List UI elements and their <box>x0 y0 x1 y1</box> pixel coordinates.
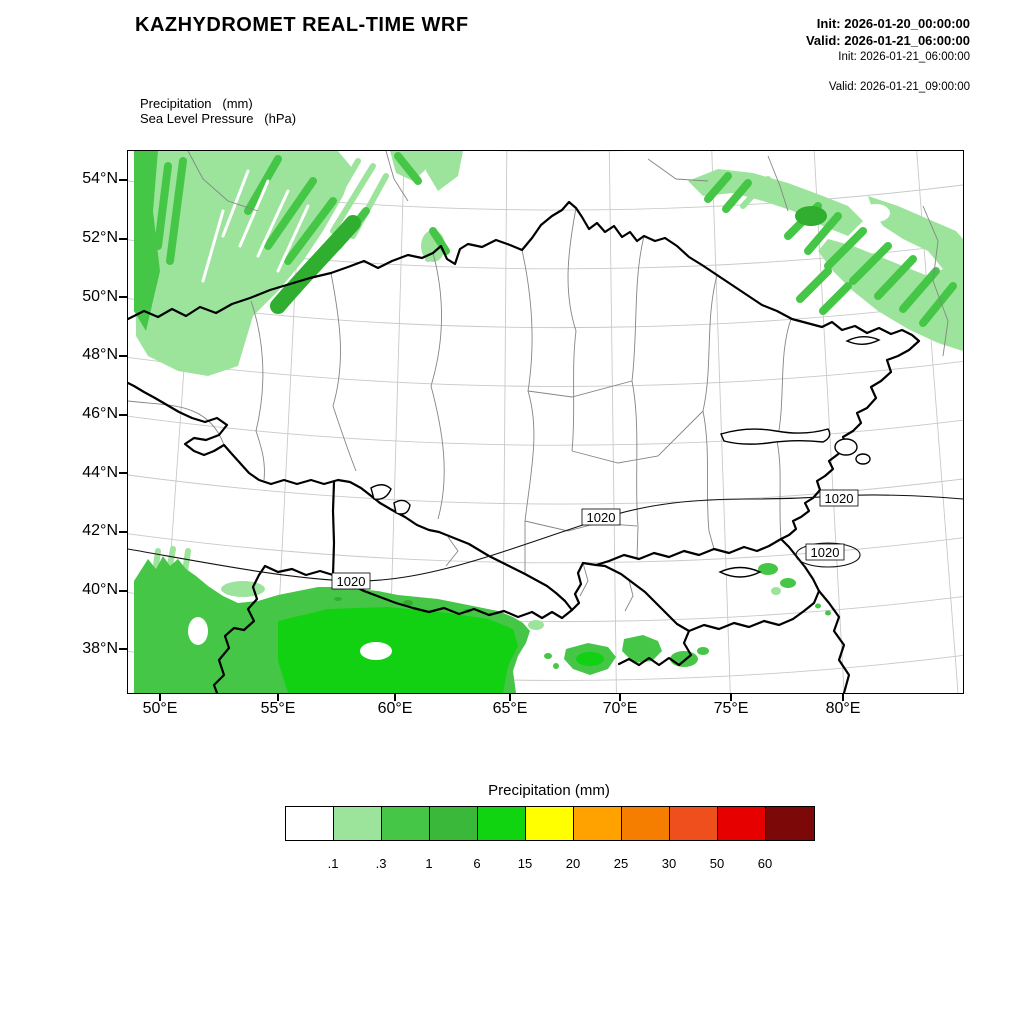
svg-text:1020: 1020 <box>825 491 854 506</box>
legend-tick: 60 <box>757 856 773 871</box>
axis-tick <box>730 693 732 701</box>
legend-colorbar <box>285 806 815 841</box>
legend-swatch <box>478 807 526 840</box>
uzbek-turkmen-diagonal <box>331 573 574 620</box>
legend-swatch <box>622 807 670 840</box>
axis-tick <box>119 590 127 592</box>
lon-label: 70°E <box>602 700 638 717</box>
page-title: KAZHYDROMET REAL-TIME WRF <box>135 14 469 36</box>
isobars <box>127 494 964 582</box>
axis-tick <box>119 355 127 357</box>
axis-tick <box>119 414 127 416</box>
axis-tick <box>119 238 127 240</box>
init-time-small-label: Init: 2026-01-21_06:00:00 <box>838 51 970 63</box>
legend-tick: 30 <box>661 856 677 871</box>
legend-title: Precipitation (mm) <box>488 782 610 799</box>
lat-label: 48°N <box>82 346 118 363</box>
legend-swatch <box>766 807 814 840</box>
uzbek-turkmen-border <box>212 480 336 695</box>
init-time-label: Init: 2026-01-20_00:00:00 <box>816 16 970 31</box>
isobar-label: 1020 <box>819 489 859 507</box>
valid-time-label: Valid: 2026-01-21_06:00:00 <box>805 33 970 48</box>
lat-label: 46°N <box>82 405 118 422</box>
lat-label: 54°N <box>82 170 118 187</box>
axis-tick <box>842 693 844 701</box>
precip-medium-streaks <box>154 152 957 327</box>
field-precipitation-label: Precipitation (mm) <box>140 96 253 111</box>
lat-label: 52°N <box>82 229 118 246</box>
lat-label: 40°N <box>82 581 118 598</box>
isobar-labels: 1020 1020 1020 1020 <box>331 489 859 590</box>
legend-tick: 15 <box>517 856 533 871</box>
precip-dark-areas <box>270 206 827 613</box>
legend-swatch <box>430 807 478 840</box>
axis-tick <box>277 693 279 701</box>
legend-swatch <box>526 807 574 840</box>
lat-label: 42°N <box>82 522 118 539</box>
lon-label: 50°E <box>142 700 178 717</box>
lon-label: 60°E <box>377 700 413 717</box>
lon-label: 80°E <box>825 700 861 717</box>
lon-label: 65°E <box>492 700 528 717</box>
axis-tick <box>119 531 127 533</box>
precip-bright-areas <box>278 607 604 693</box>
axis-tick <box>119 179 127 181</box>
axis-tick <box>619 693 621 701</box>
axis-tick <box>119 648 127 650</box>
axis-tick <box>119 296 127 298</box>
legend-swatch <box>334 807 382 840</box>
isobar-label: 1020 <box>805 543 845 561</box>
svg-text:1020: 1020 <box>587 510 616 525</box>
axis-tick <box>119 472 127 474</box>
legend-tick: .3 <box>375 856 387 871</box>
lon-label: 75°E <box>713 700 749 717</box>
lake-issyk-kul <box>718 566 762 578</box>
svg-text:1020: 1020 <box>337 574 366 589</box>
precip-holes <box>188 204 890 660</box>
legend-tick: 25 <box>613 856 629 871</box>
map-frame: 1020 1020 1020 1020 <box>126 121 964 695</box>
kyrgyzstan-border <box>594 537 821 633</box>
kyrgyz-china-border <box>817 589 851 695</box>
lake-alakol <box>834 438 858 456</box>
legend-swatch <box>670 807 718 840</box>
legend-swatch <box>286 807 334 840</box>
lake-balkhash <box>720 428 831 445</box>
aral-sea-west <box>393 499 411 515</box>
tajik-border <box>617 629 693 667</box>
lakes <box>370 336 881 578</box>
axis-tick <box>159 693 161 701</box>
axis-tick <box>509 693 511 701</box>
country-borders <box>126 200 921 695</box>
lat-label: 50°N <box>82 288 118 305</box>
valid-time-small-label: Valid: 2026-01-21_09:00:00 <box>828 81 970 93</box>
legend-swatch <box>382 807 430 840</box>
lat-label: 44°N <box>82 464 118 481</box>
weather-map-canvas: 1020 1020 1020 1020 <box>126 121 964 695</box>
lake-sasykkol <box>855 453 871 465</box>
isobar-label: 1020 <box>331 572 371 590</box>
axis-tick <box>394 693 396 701</box>
svg-text:1020: 1020 <box>811 545 840 560</box>
legend-tick: 50 <box>709 856 725 871</box>
lat-label: 38°N <box>82 640 118 657</box>
isobar-label: 1020 <box>581 508 621 526</box>
legend-tick: 6 <box>473 856 481 871</box>
aral-sea-north <box>370 484 392 500</box>
legend-tick: 20 <box>565 856 581 871</box>
legend-swatch <box>574 807 622 840</box>
lake-zaysan <box>845 336 881 345</box>
field-pressure-label: Sea Level Pressure (hPa) <box>140 111 297 126</box>
legend-tick: 1 <box>425 856 433 871</box>
legend-tick: .1 <box>327 856 339 871</box>
legend-swatch <box>718 807 766 840</box>
lon-label: 55°E <box>260 700 296 717</box>
